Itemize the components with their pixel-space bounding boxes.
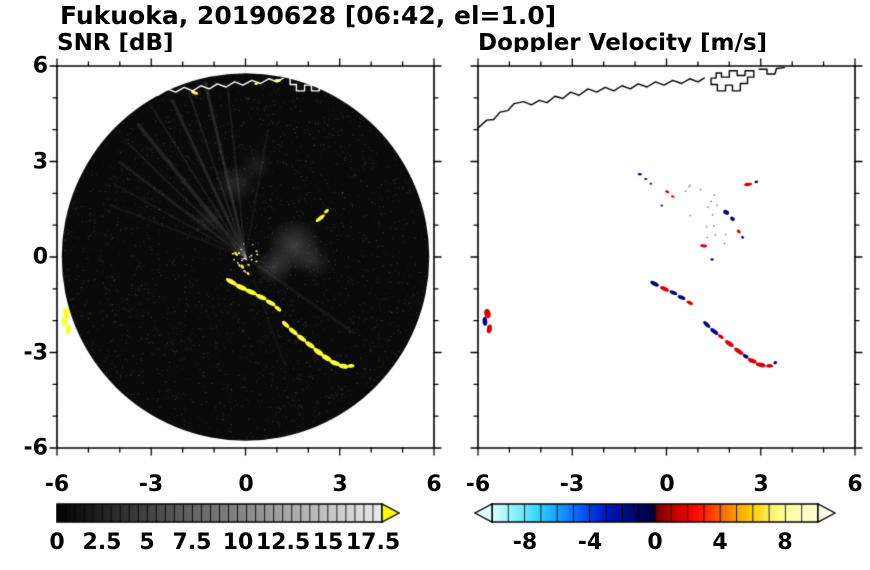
snr-colorbar-tick-label: 5 <box>139 530 155 555</box>
snr-colorbar-canvas <box>56 500 400 526</box>
velocity-colorbar-tick-label: -8 <box>512 530 538 555</box>
snr-colorbar-tick-label: 15 <box>312 530 344 555</box>
x-tick-label: -6 <box>465 472 491 497</box>
x-tick-label: 3 <box>332 472 348 497</box>
x-tick-label: 6 <box>426 472 442 497</box>
snr-colorbar-tick-label: 7.5 <box>172 530 212 555</box>
x-tick-label: 0 <box>238 472 254 497</box>
snr-colorbar-tick-label: 17.5 <box>345 530 401 555</box>
velocity-panel-title: Doppler Velocity [m/s] <box>478 30 768 56</box>
x-tick-label: 0 <box>659 472 675 497</box>
y-tick-label: 6 <box>32 53 48 79</box>
snr-colorbar-tick-label: 2.5 <box>82 530 122 555</box>
x-tick-label: -3 <box>138 472 164 497</box>
snr-colorbar-tick-label: 0 <box>49 530 65 555</box>
snr-plot-canvas <box>43 52 448 462</box>
y-tick-label: -3 <box>23 340 48 366</box>
velocity-colorbar-tick-label: 0 <box>647 530 663 555</box>
y-tick-label: 3 <box>32 149 48 175</box>
y-tick-label: -6 <box>23 435 48 461</box>
x-tick-label: 3 <box>753 472 769 497</box>
figure-title: Fukuoka, 20190628 [06:42, el=1.0] <box>60 1 557 30</box>
y-tick-label: 0 <box>32 244 48 270</box>
x-tick-label: -6 <box>44 472 70 497</box>
velocity-colorbar-tick-label: 4 <box>712 530 728 555</box>
snr-colorbar-tick-label: 10 <box>222 530 254 555</box>
x-tick-label: -3 <box>559 472 585 497</box>
snr-colorbar-tick-label: 12.5 <box>255 530 311 555</box>
x-tick-label: 6 <box>847 472 863 497</box>
velocity-colorbar-tick-label: 8 <box>777 530 793 555</box>
snr-panel-title: SNR [dB] <box>57 30 174 56</box>
velocity-colorbar-canvas <box>474 500 836 526</box>
velocity-plot-canvas <box>464 52 869 462</box>
velocity-colorbar-tick-label: -4 <box>577 530 603 555</box>
